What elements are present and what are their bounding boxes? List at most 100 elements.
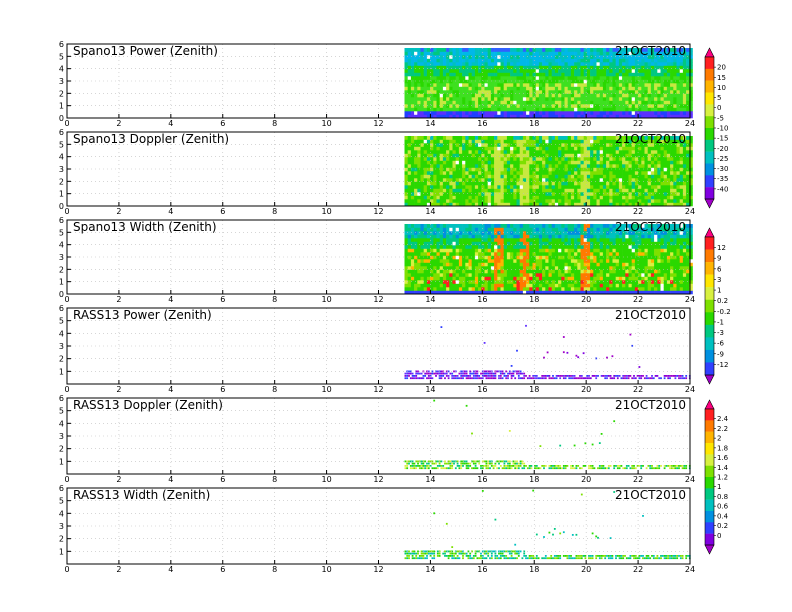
- heatmap-cell: [583, 65, 588, 70]
- heatmap-cell: [455, 245, 460, 249]
- heatmap-cell: [516, 178, 520, 182]
- heatmap-cell: [638, 164, 642, 168]
- heatmap-cell: [417, 290, 421, 295]
- heatmap-cell: [436, 238, 440, 242]
- heatmap-cell: [481, 143, 485, 147]
- heatmap-cell: [465, 269, 469, 274]
- heatmap-cell: [410, 167, 415, 172]
- heatmap-cell: [673, 202, 677, 207]
- heatmap-cell: [414, 188, 418, 193]
- heatmap-cell: [545, 255, 549, 260]
- heatmap-cell: [663, 157, 668, 161]
- heatmap-cell: [417, 245, 421, 249]
- heatmap-cell: [503, 269, 508, 274]
- heatmap-cell: [593, 97, 597, 101]
- heatmap-cell: [446, 90, 450, 94]
- heatmap-cell: [567, 69, 572, 73]
- heatmap-cell: [407, 231, 412, 235]
- heatmap-cell: [433, 160, 437, 165]
- heatmap-cell: [666, 104, 671, 108]
- heatmap-cell: [433, 255, 437, 260]
- heatmap-cell: [484, 259, 488, 263]
- heatmap-cell: [471, 255, 476, 260]
- heatmap-cell: [622, 153, 626, 158]
- heatmap-cell: [471, 185, 476, 189]
- heatmap-cell: [529, 231, 533, 235]
- heatmap-cell: [558, 195, 562, 200]
- heatmap-cell: [538, 104, 543, 108]
- heatmap-cell: [593, 65, 597, 70]
- heatmap-cell: [618, 192, 623, 196]
- heatmap-cell: [407, 269, 412, 274]
- heatmap-cell: [442, 58, 447, 63]
- heatmap-cell: [474, 100, 479, 105]
- heatmap-cell: [433, 276, 437, 281]
- heatmap-cell: [532, 160, 536, 165]
- heatmap-cell: [663, 199, 668, 203]
- heatmap-cell: [561, 139, 565, 144]
- heatmap-cell: [606, 234, 610, 239]
- heatmap-cell: [506, 100, 511, 105]
- heatmap-cell: [673, 58, 677, 63]
- heatmap-cell: [670, 55, 674, 59]
- heatmap-cell: [487, 157, 492, 161]
- heatmap-cell: [615, 181, 620, 186]
- heatmap-cell: [430, 93, 434, 98]
- heatmap-cell: [554, 280, 559, 284]
- heatmap-cell: [580, 58, 584, 63]
- heatmap-cell: [542, 164, 546, 168]
- heatmap-cell: [535, 69, 540, 73]
- heatmap-cell: [676, 185, 680, 189]
- heatmap-cell: [510, 245, 514, 249]
- heatmap-cell: [529, 273, 533, 277]
- heatmap-cell: [641, 100, 645, 105]
- heatmap-cell: [423, 107, 428, 112]
- heatmap-cell: [452, 83, 456, 87]
- heatmap-cell: [497, 114, 501, 119]
- heatmap-cell: [673, 97, 677, 101]
- heatmap-cell: [449, 97, 453, 101]
- heatmap-cell: [471, 234, 476, 239]
- heatmap-cell: [602, 280, 607, 284]
- heatmap-cell: [535, 231, 540, 235]
- heatmap-cell: [455, 79, 460, 84]
- heatmap-cell: [478, 224, 482, 228]
- heatmap-cell: [462, 262, 466, 267]
- heatmap-cell: [465, 245, 469, 249]
- heatmap-cell: [510, 262, 514, 267]
- heatmap-cell: [580, 139, 584, 144]
- heatmap-cell: [679, 69, 684, 73]
- x-tick-label: 24: [685, 119, 695, 128]
- heatmap-cell: [458, 100, 463, 105]
- heatmap-cell: [532, 227, 536, 232]
- heatmap-cell: [423, 290, 428, 295]
- heatmap-cell: [407, 181, 412, 186]
- heatmap-cell: [657, 65, 661, 70]
- heatmap-cell: [468, 199, 472, 203]
- heatmap-cell: [417, 90, 421, 94]
- heatmap-cell: [497, 227, 501, 232]
- heatmap-cell: [538, 245, 543, 249]
- heatmap-cell: [487, 227, 492, 232]
- heatmap-cell: [670, 185, 674, 189]
- heatmap-cell: [516, 93, 520, 98]
- heatmap-cell: [567, 199, 572, 203]
- heatmap-cell: [670, 195, 674, 200]
- heatmap-cell: [676, 48, 680, 52]
- heatmap-cell: [513, 90, 517, 94]
- heatmap-cell: [644, 114, 648, 119]
- heatmap-cell: [471, 79, 476, 84]
- heatmap-cell: [404, 153, 408, 158]
- y-tick-label: 5: [59, 52, 64, 61]
- heatmap-cell: [433, 227, 437, 232]
- heatmap-cell: [535, 139, 540, 144]
- heatmap-cell: [526, 111, 530, 115]
- heatmap-cell: [423, 259, 428, 263]
- heatmap-cell: [599, 164, 604, 168]
- heatmap-cell: [628, 174, 632, 179]
- heatmap-cell: [494, 224, 498, 228]
- heatmap-cell: [583, 157, 588, 161]
- heatmap-cell: [673, 90, 677, 94]
- heatmap-cell: [455, 51, 460, 56]
- heatmap-cell: [580, 90, 584, 94]
